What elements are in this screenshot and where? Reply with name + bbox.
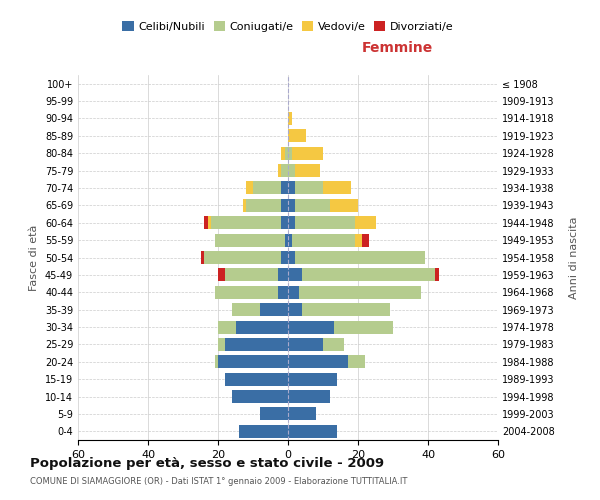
Bar [347,356,365,368]
Bar [288,112,292,125]
Bar [334,320,393,334]
Bar [292,234,355,246]
Bar [288,303,302,316]
Bar [260,303,288,316]
Bar [288,164,295,177]
Bar [281,251,288,264]
Bar [288,251,295,264]
Legend: Celibi/Nubili, Coniugati/e, Vedovi/e, Divorziati/e: Celibi/Nubili, Coniugati/e, Vedovi/e, Di… [120,18,456,34]
Text: Femmine: Femmine [362,41,433,55]
Bar [281,199,288,212]
Bar [288,234,292,246]
Y-axis label: Anni di nascita: Anni di nascita [569,216,579,298]
Bar [225,372,288,386]
Bar [218,356,288,368]
Bar [281,146,284,160]
Bar [218,268,225,281]
Bar [288,199,295,212]
Bar [246,182,253,194]
Bar [302,268,435,281]
Bar [242,199,246,212]
Bar [330,199,358,212]
Bar [260,408,288,420]
Bar [361,234,368,246]
Bar [288,408,316,420]
Bar [281,216,288,230]
Bar [232,390,288,403]
Bar [288,216,295,230]
Bar [302,303,389,316]
Bar [288,146,292,160]
Bar [284,234,288,246]
Bar [288,356,347,368]
Bar [225,268,277,281]
Bar [204,251,281,264]
Bar [288,286,299,299]
Bar [215,234,284,246]
Bar [288,320,334,334]
Bar [281,164,288,177]
Bar [288,130,305,142]
Bar [208,216,211,230]
Bar [288,425,337,438]
Bar [435,268,439,281]
Bar [288,372,337,386]
Bar [225,338,288,351]
Bar [218,338,225,351]
Bar [239,425,288,438]
Bar [288,182,295,194]
Bar [295,216,355,230]
Bar [295,251,425,264]
Bar [277,164,281,177]
Bar [246,199,281,212]
Text: COMUNE DI SIAMAGGIORE (OR) - Dati ISTAT 1° gennaio 2009 - Elaborazione TUTTITALI: COMUNE DI SIAMAGGIORE (OR) - Dati ISTAT … [30,478,407,486]
Bar [323,338,344,351]
Bar [235,320,288,334]
Bar [288,268,302,281]
Bar [288,390,330,403]
Bar [323,182,351,194]
Bar [215,356,218,368]
Bar [292,146,323,160]
Bar [200,251,204,264]
Bar [284,146,288,160]
Bar [355,216,376,230]
Bar [277,286,288,299]
Y-axis label: Fasce di età: Fasce di età [29,224,39,290]
Bar [232,303,260,316]
Bar [299,286,421,299]
Bar [204,216,208,230]
Bar [277,268,288,281]
Text: Popolazione per età, sesso e stato civile - 2009: Popolazione per età, sesso e stato civil… [30,458,384,470]
Bar [288,338,323,351]
Bar [295,182,323,194]
Bar [253,182,281,194]
Bar [295,199,330,212]
Bar [281,182,288,194]
Bar [215,286,277,299]
Bar [295,164,320,177]
Bar [211,216,281,230]
Bar [355,234,361,246]
Bar [218,320,235,334]
